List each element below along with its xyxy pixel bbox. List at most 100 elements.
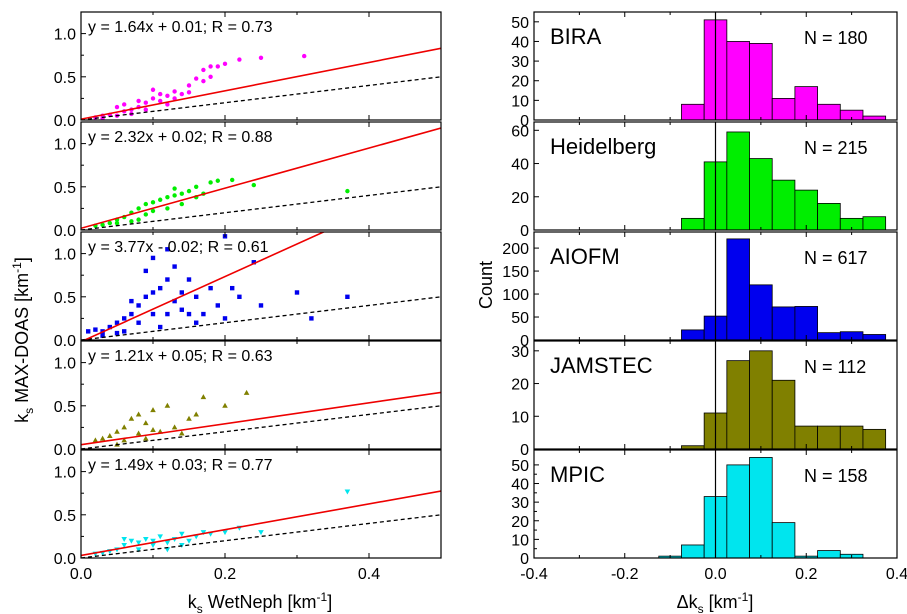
scatter-point — [222, 402, 228, 408]
scatter-point — [258, 530, 264, 536]
y-tick-label: 20 — [511, 514, 529, 531]
one-to-one-line — [81, 186, 441, 230]
histogram-bar — [726, 131, 750, 231]
y-tick-label: 0.5 — [54, 290, 76, 307]
scatter-point — [171, 424, 178, 430]
regression-equation: y = 3.77x - 0.02; R = 0.61 — [88, 239, 269, 256]
scatter-point — [208, 285, 213, 291]
scatter-frame — [80, 449, 442, 559]
scatter-point — [179, 290, 184, 295]
scatter-point — [165, 311, 170, 317]
scatter-point — [165, 247, 170, 252]
histogram-bar — [749, 284, 773, 341]
scatter-point — [129, 219, 134, 224]
scatter-frame — [80, 11, 442, 121]
y-tick-label: 10 — [511, 93, 529, 110]
y-tick-label: 150 — [502, 264, 529, 281]
y-tick-label: 1.0 — [54, 137, 76, 154]
scatter-point — [172, 193, 177, 198]
scatter-point — [186, 83, 192, 88]
scatter-point — [294, 290, 300, 295]
one-to-one-line — [81, 405, 441, 449]
scatter-point — [208, 64, 213, 69]
scatter-point — [179, 91, 184, 97]
scatter-point — [128, 538, 135, 544]
scatter-point — [135, 540, 142, 546]
y-tick-label: 0.0 — [54, 442, 76, 459]
histogram-bar — [681, 329, 705, 341]
histogram-panel-1: 0 10 20 30 40 50 BIRA N = 180 — [511, 11, 898, 130]
scatter-point — [172, 96, 177, 101]
scatter-point — [129, 311, 134, 317]
scatter-point — [114, 220, 120, 226]
histogram-bar — [681, 544, 705, 559]
scatter-point — [222, 316, 228, 321]
y-tick-label: 1.0 — [54, 356, 76, 373]
scatter-point — [158, 324, 163, 330]
x-tick-label: 0.2 — [795, 566, 817, 583]
scatter-point — [107, 433, 113, 439]
y-tick-label: 0.5 — [54, 180, 76, 197]
histogram-bar — [794, 86, 818, 121]
y-tick-label: 20 — [511, 74, 529, 91]
y-tick-label: 0.0 — [54, 113, 76, 130]
scatter-point — [136, 217, 141, 222]
scatter-point — [122, 102, 127, 107]
histogram-bar — [681, 103, 705, 121]
scatter-point — [215, 303, 220, 308]
scatter-point — [186, 311, 192, 317]
scatter-point — [172, 264, 177, 269]
histogram-bar — [771, 306, 796, 341]
scatter-point — [237, 57, 242, 62]
scatter-point — [150, 290, 156, 295]
scatter-point — [135, 430, 142, 436]
scatter-point — [121, 437, 127, 443]
scatter-point — [122, 316, 127, 321]
instrument-label: Heidelberg — [550, 134, 656, 159]
histogram-bar — [817, 203, 841, 231]
scatter-point — [158, 91, 163, 97]
y-tick-label: 0.5 — [54, 508, 76, 525]
y-tick-label: 200 — [502, 241, 529, 258]
y-tick-label: 0 — [520, 223, 529, 240]
y-tick-label: 50 — [511, 458, 529, 475]
histogram-bar — [771, 98, 796, 121]
regression-line — [81, 490, 441, 557]
instrument-label: BIRA — [550, 24, 602, 49]
histogram-bar — [726, 41, 750, 121]
scatter-point — [150, 255, 156, 261]
left-x-axis-label: ks WetNeph [km-1] — [188, 590, 332, 614]
scatter-point — [164, 547, 171, 553]
scatter-point — [243, 389, 250, 395]
scatter-points — [86, 234, 350, 338]
scatter-point — [186, 90, 192, 95]
scatter-point — [345, 188, 350, 194]
scatter-points — [93, 177, 350, 228]
y-tick-label: 50 — [511, 15, 529, 32]
scatter-point — [194, 294, 199, 299]
regression-line — [82, 232, 326, 340]
scatter-point — [121, 536, 127, 542]
scatter-point — [158, 285, 163, 291]
regression-line — [81, 127, 441, 230]
scatter-point — [258, 303, 264, 308]
scatter-frame — [80, 121, 442, 231]
histogram-bar — [749, 457, 773, 559]
instrument-label: MPIC — [550, 462, 605, 487]
y-tick-label: 40 — [511, 477, 529, 494]
scatter-point — [344, 489, 351, 495]
scatter-point — [150, 311, 156, 317]
scatter-point — [345, 294, 350, 299]
y-tick-label: 0.0 — [54, 551, 76, 568]
scatter-point — [143, 201, 148, 207]
scatter-point — [186, 538, 192, 544]
sample-count-label: N = 180 — [804, 28, 868, 48]
regression-equation: y = 1.21x + 0.05; R = 0.63 — [88, 348, 273, 365]
x-tick-label: 0.2 — [214, 566, 236, 583]
scatter-point — [121, 543, 127, 549]
scatter-point — [150, 538, 156, 544]
y-tick-label: 0.0 — [54, 223, 76, 240]
sample-count-label: N = 617 — [804, 248, 868, 268]
scatter-points — [92, 389, 250, 447]
